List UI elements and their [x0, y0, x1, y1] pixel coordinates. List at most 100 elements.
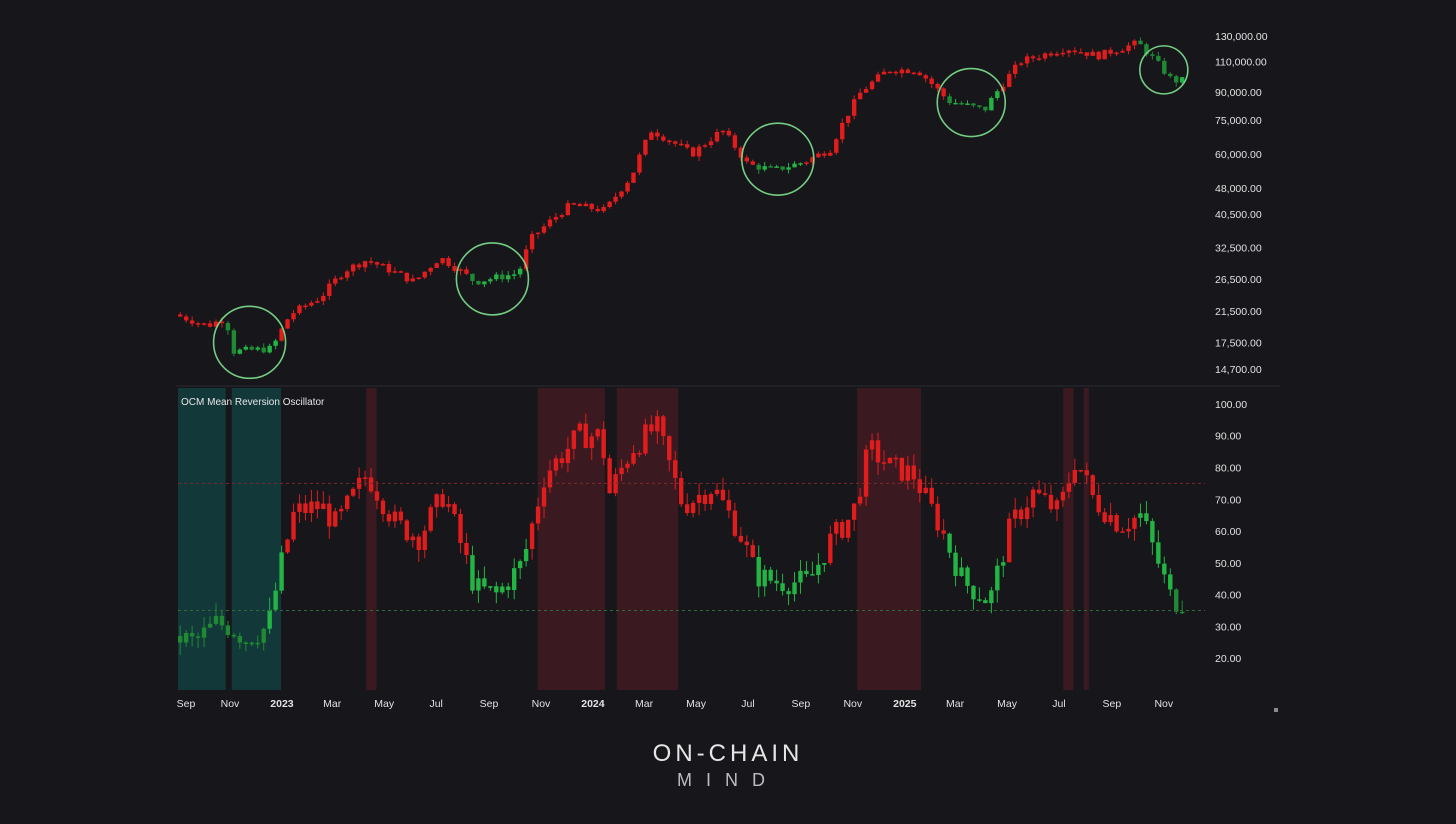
x-axis-tick-label: Nov [532, 698, 551, 710]
axes: 130,000.00 110,000.00 90,000.00 75,000.00 60… [177, 31, 1268, 710]
oscillator-axis-tick-label: 60.00 [1215, 526, 1241, 538]
oscillator-bar [1042, 493, 1048, 495]
oscillator-bar [1162, 563, 1167, 575]
price-candle [780, 166, 785, 170]
oscillator-bar [941, 530, 946, 534]
price-axis-tick-label: 60,000.00 [1215, 149, 1262, 161]
oscillator-bar [804, 570, 809, 575]
price-candle [195, 323, 201, 325]
oscillator-bar [303, 503, 308, 514]
price-candle [750, 161, 755, 165]
oscillator-bar [846, 519, 851, 538]
price-candle [959, 102, 964, 105]
oscillator-bar [237, 636, 243, 643]
oscillator-bar [1120, 531, 1125, 533]
price-candle [291, 313, 296, 320]
oscillator-bar [792, 582, 797, 595]
oscillator-bar [732, 510, 738, 536]
price-candle [1114, 52, 1119, 55]
corner-marker [1274, 708, 1278, 712]
oscillator-bar [977, 599, 982, 601]
x-axis-tick-label: Jul [429, 698, 442, 710]
price-candle [368, 261, 374, 263]
price-candle [488, 279, 493, 282]
price-candle [929, 78, 934, 84]
oscillator-bar [392, 511, 398, 522]
price-candle [1036, 58, 1042, 60]
price-candle [458, 269, 463, 271]
price-candle [249, 346, 254, 350]
price-candle [1066, 50, 1072, 53]
price-candle [971, 103, 976, 106]
oscillator-bar [1078, 469, 1084, 472]
price-candle [1078, 52, 1084, 54]
price-candle [1024, 56, 1030, 64]
oscillator-bar [1156, 542, 1161, 564]
price-candle [899, 69, 905, 74]
price-candle [869, 81, 875, 90]
price-candle [738, 147, 744, 158]
oscillator-bar [893, 457, 899, 460]
oscillator-bar [559, 458, 565, 464]
oscillator-bar [583, 423, 588, 449]
price-candle [762, 166, 767, 170]
price-candle [183, 316, 189, 321]
oscillator-bar [875, 440, 881, 463]
oscillator-bar [589, 436, 594, 449]
oversold-zone [231, 388, 282, 690]
oscillator-bar [1030, 489, 1036, 508]
price-candle [1126, 45, 1131, 51]
oscillator-bar [178, 635, 183, 643]
price-candle [756, 164, 761, 170]
price-axis-tick-label: 90,000.00 [1215, 87, 1262, 99]
oscillator-bar [822, 562, 827, 565]
oscillator-bar [917, 479, 922, 494]
price-candle [577, 204, 583, 207]
price-candle [386, 264, 392, 273]
oscillator-bar [422, 530, 427, 551]
price-candle [321, 295, 326, 302]
oscillator-bar [201, 627, 207, 638]
price-candle [649, 132, 654, 140]
oscillator-bar [1102, 512, 1107, 523]
price-candle [404, 272, 410, 282]
oscillator-bar [350, 488, 356, 496]
oscillator-bar [273, 590, 278, 610]
price-candle [1090, 51, 1095, 56]
price-candle [1030, 56, 1036, 59]
oscillator-bar [911, 465, 917, 480]
oscillator-bar [189, 633, 195, 637]
price-candle [661, 136, 666, 141]
x-axis-tick-label: Mar [946, 698, 965, 710]
oscillator-bar [1036, 489, 1042, 494]
oscillator-bar [810, 574, 815, 576]
price-candle [356, 264, 362, 268]
accumulation-highlight-circle [455, 242, 530, 316]
oscillator-bar [643, 424, 648, 454]
price-candle [1060, 52, 1066, 55]
oscillator-bar [607, 458, 612, 494]
price-candle [1156, 55, 1161, 61]
price-candle [416, 277, 421, 280]
price-candle [565, 203, 571, 216]
oscillator-zones [178, 388, 1089, 690]
price-candle [977, 105, 982, 107]
x-axis-tick-label: May [686, 698, 707, 710]
price-candle [267, 345, 272, 353]
oscillator-bar [1144, 513, 1149, 522]
oscillator-bar [649, 424, 654, 432]
oscillator-bar [905, 465, 911, 481]
price-candle [1132, 40, 1137, 46]
price-candle [643, 139, 648, 155]
price-candle [517, 268, 523, 275]
oscillator-bar [625, 463, 630, 468]
oscillator-bar [1108, 515, 1113, 523]
oscillator-bar [410, 536, 416, 541]
price-candle [273, 340, 278, 346]
oscillator-bar [321, 503, 326, 510]
price-candle [619, 191, 624, 197]
price-candle [285, 319, 290, 329]
price-candle [589, 203, 594, 210]
price-candle [917, 72, 922, 76]
price-candle [607, 201, 612, 207]
